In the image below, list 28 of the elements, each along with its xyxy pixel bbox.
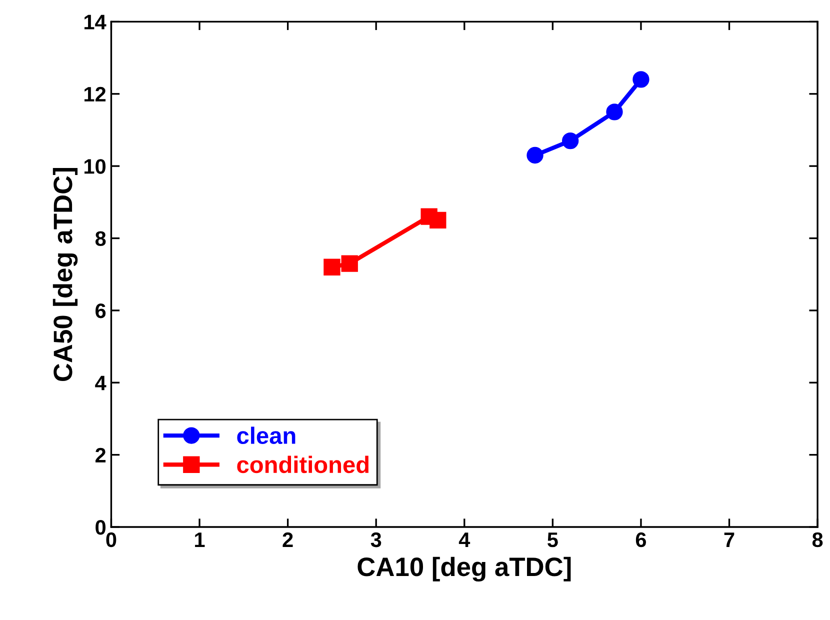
x-tick-label: 1 <box>195 532 205 547</box>
y-tick-label: 4 <box>95 376 106 390</box>
x-tick-label: 3 <box>370 532 382 548</box>
point <box>562 132 579 150</box>
point <box>632 71 650 88</box>
legend-label: clean <box>237 426 296 444</box>
point <box>324 258 340 276</box>
y-tick-label: 10 <box>84 159 106 174</box>
x-tick-label: 5 <box>548 532 558 548</box>
y-tick-label: 12 <box>84 86 106 102</box>
x-axis-title: CA10 [deg aTDC] <box>358 556 571 582</box>
x-tick-label: 8 <box>812 532 823 548</box>
y-tick-label: 14 <box>84 14 106 30</box>
legend-label: conditioned <box>237 456 368 474</box>
x-tick-label: 7 <box>724 532 734 547</box>
point <box>606 104 623 120</box>
y-axis-title: CA50 [deg aTDC] <box>52 168 78 382</box>
point <box>526 146 544 164</box>
x-tick-label: 6 <box>636 532 646 548</box>
y-tick-label: 2 <box>95 448 106 462</box>
point <box>430 212 446 229</box>
x-tick-label: 2 <box>282 532 293 547</box>
y-tick-label: 6 <box>96 303 106 318</box>
y-tick-label: 0 <box>96 520 106 535</box>
x-tick-label: 4 <box>458 532 470 547</box>
x-tick-label: 0 <box>106 532 116 548</box>
point <box>341 255 358 272</box>
y-tick-label: 8 <box>95 231 106 246</box>
